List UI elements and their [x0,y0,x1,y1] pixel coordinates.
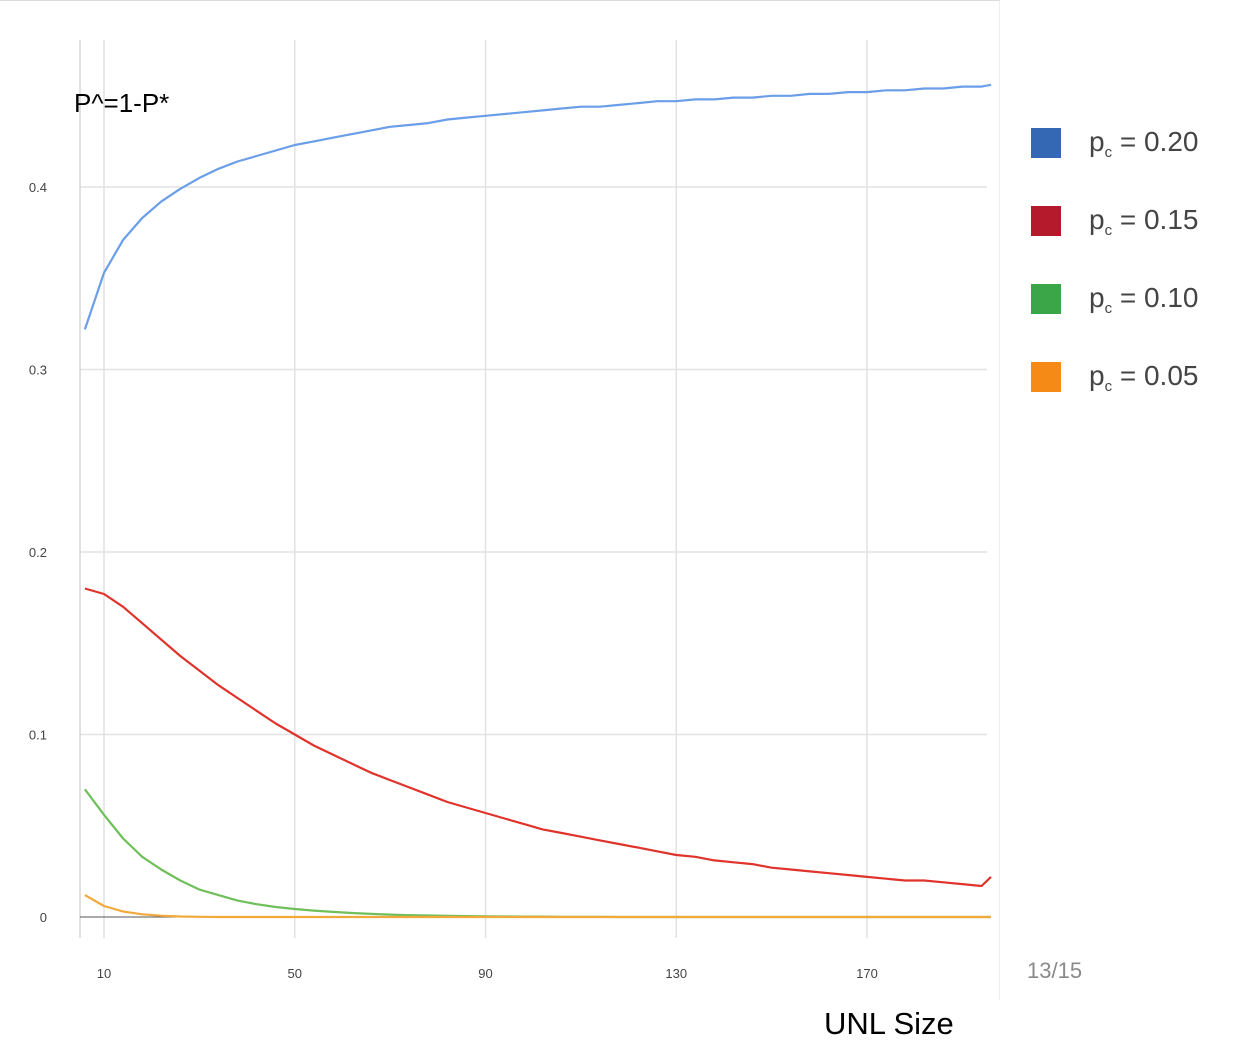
page-number: 13/15 [1027,958,1083,983]
x-tick-label: 50 [288,966,302,981]
legend-swatch-pc-005 [1031,362,1061,392]
plot-area [80,40,987,938]
x-axis-label: UNL Size [824,1006,954,1041]
y-tick-label: 0.4 [29,180,47,195]
x-tick-label: 130 [665,966,687,981]
line-chart: 0 0.1 0.2 0.3 0.4 10 50 90 130 170 [29,40,992,981]
series-line-020 [83,83,992,330]
chart-frame [0,0,1000,1000]
x-tick-label: 90 [478,966,492,981]
series-line-005 [84,894,991,919]
y-tick-label: 0.1 [29,728,47,743]
legend-label-pc-020: pc = 0.20 [1089,126,1199,161]
chart-title: P^=1-P* [74,88,170,118]
x-tick-label: 10 [97,966,111,981]
legend-swatch-pc-020 [1031,128,1061,158]
y-tick-label: 0.2 [29,545,47,560]
legend-swatch-pc-015 [1031,206,1061,236]
series-line-015 [84,587,992,888]
y-tick-label: 0.3 [29,363,47,378]
legend-label-pc-010: pc = 0.10 [1089,282,1199,317]
legend-label-pc-015: pc = 0.15 [1089,204,1199,239]
x-tick-label: 170 [856,966,878,981]
legend-label-pc-005: pc = 0.05 [1089,360,1199,395]
y-tick-label: 0 [40,910,47,925]
legend-swatch-pc-010 [1031,284,1061,314]
